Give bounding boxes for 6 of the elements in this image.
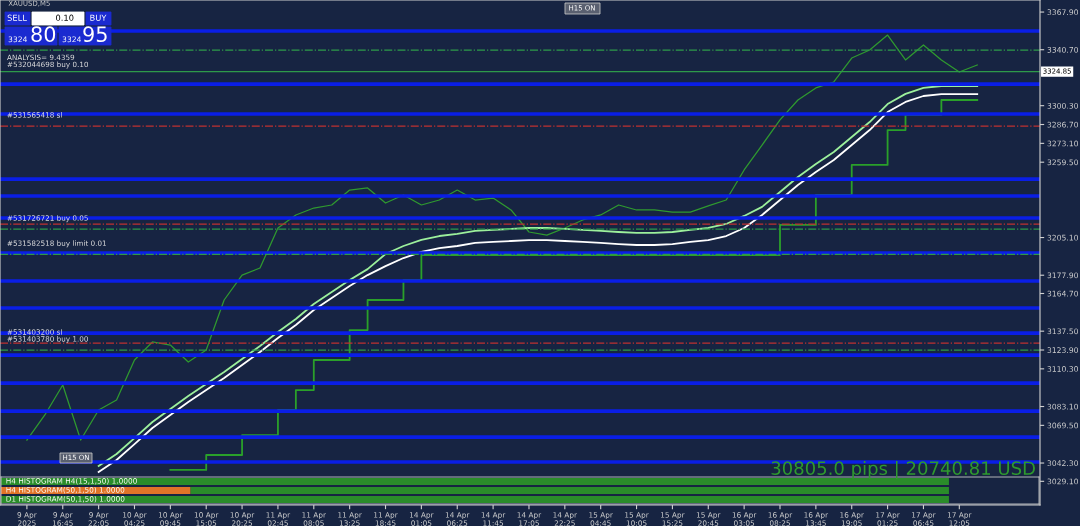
annotation: 95: [83, 26, 107, 43]
annotation: 80: [31, 26, 56, 43]
annotation: BUY: [90, 14, 107, 21]
annotation: SELL: [7, 14, 27, 21]
annotation: 0.10: [55, 14, 74, 21]
annotation: 30805.0 pips | 20740.81 USD: [771, 460, 1035, 480]
